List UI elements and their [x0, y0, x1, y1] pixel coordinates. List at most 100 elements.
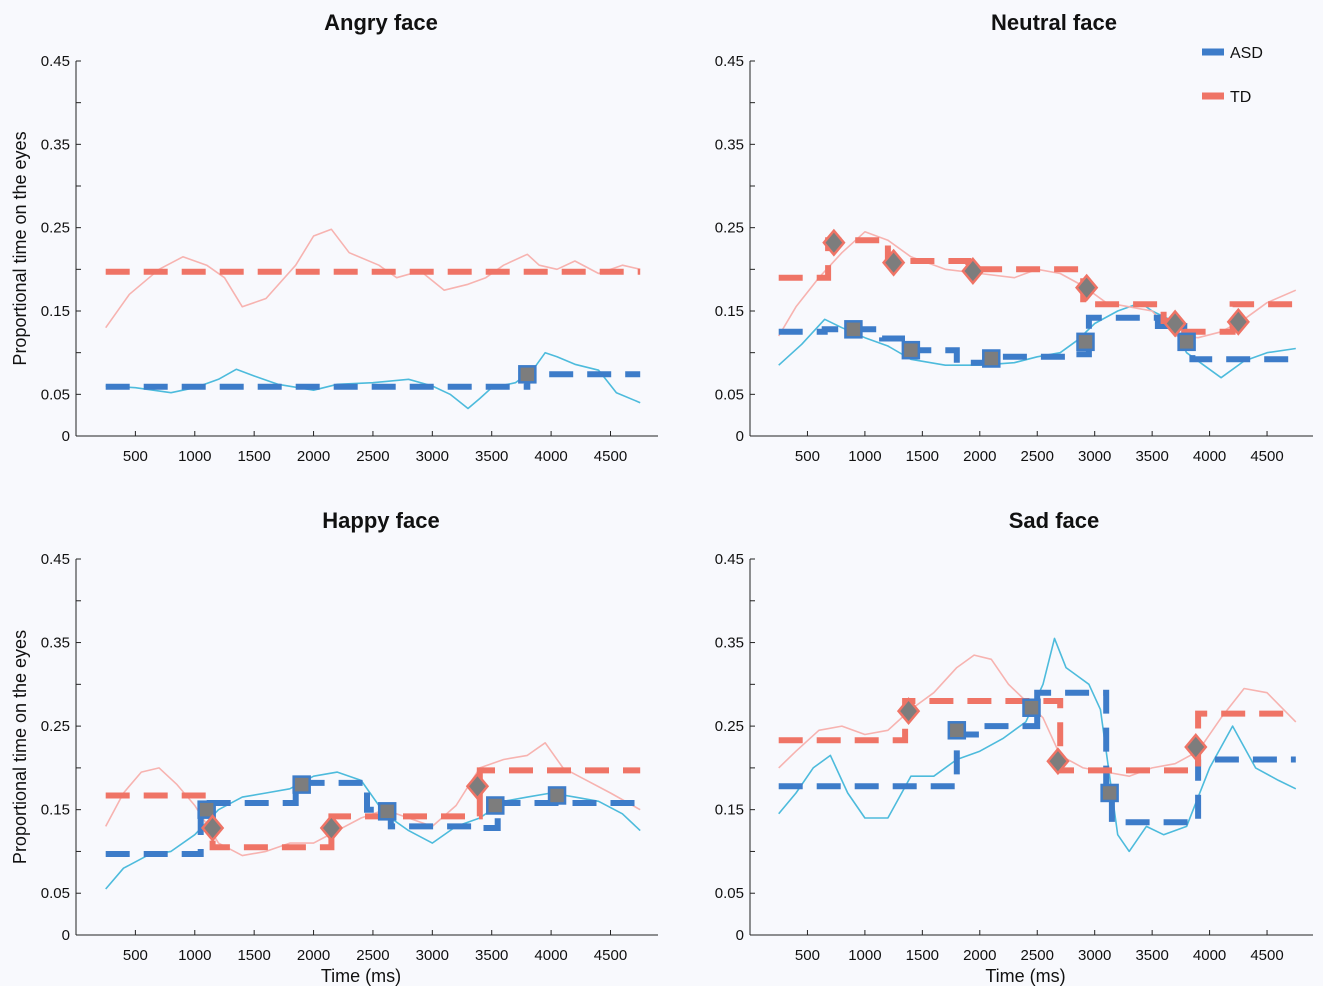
chart-panel: Neutral face 0 0.05 0.15 0.25 0.35 0.45 500 1000… [715, 10, 1313, 465]
x-tick-label: 4500 [594, 947, 627, 964]
x-tick-label: 4500 [1250, 947, 1283, 964]
x-tick-label: 500 [795, 448, 820, 465]
y-tick-label: 0.25 [715, 718, 744, 735]
chart-title: Angry face [324, 10, 438, 35]
x-tick-label: 3000 [416, 448, 449, 465]
y-tick-label: 0.05 [41, 386, 70, 403]
td-diamond-marker [1163, 309, 1187, 338]
td-diamond-marker [1046, 747, 1070, 776]
asd-square-marker [518, 365, 537, 384]
x-tick-label: 3500 [475, 947, 508, 964]
asd-square-marker [844, 320, 863, 339]
x-tick-label: 1000 [178, 947, 211, 964]
asd-square-marker [947, 721, 967, 740]
x-tick-label: 500 [795, 947, 820, 964]
x-tick-label: 500 [123, 947, 148, 964]
legend: ASD TD [1202, 45, 1263, 106]
y-tick-label: 0.45 [41, 53, 70, 70]
td-raw-trace [104, 741, 641, 857]
y-axis-label: Proportional time on the eyes [10, 131, 30, 365]
x-tick-label: 1500 [237, 947, 270, 964]
td-diamond-marker [1075, 273, 1099, 302]
x-tick-label: 4500 [1250, 448, 1283, 465]
y-tick-label: 0.15 [715, 303, 744, 320]
chart-panel: Sad face 0 0.05 0.15 0.25 0.35 0.45 500 1000 1500… [715, 508, 1313, 986]
x-tick-label: 2500 [1021, 947, 1054, 964]
y-tick-label: 0.05 [715, 386, 744, 403]
y-tick-label: 0 [736, 927, 744, 944]
asd-square-marker [1100, 783, 1119, 803]
y-tick-label: 0.05 [715, 885, 744, 902]
x-tick-label: 3500 [1135, 947, 1168, 964]
legend-label-td: TD [1230, 89, 1251, 106]
panels: Angry face 0 0.05 0.15 0.25 0.35 0.45 500 1000 15… [10, 10, 1313, 986]
asd-square-marker [1076, 332, 1095, 352]
y-tick-label: 0.35 [41, 136, 70, 153]
chart-panel: Angry face 0 0.05 0.15 0.25 0.35 0.45 500 1000 15… [10, 10, 658, 465]
y-tick-label: 0.45 [41, 551, 70, 568]
x-tick-label: 1000 [848, 947, 881, 964]
y-tick-label: 0.35 [41, 635, 70, 652]
x-tick-label: 2500 [356, 947, 389, 964]
asd-square-marker [197, 800, 216, 819]
y-axis-label: Proportional time on the eyes [10, 630, 30, 864]
x-tick-label: 1500 [906, 947, 939, 964]
x-tick-label: 3000 [1078, 947, 1111, 964]
x-tick-label: 2000 [297, 448, 330, 465]
td-diamond-marker [200, 814, 225, 843]
x-tick-label: 4000 [534, 448, 567, 465]
chart-title: Happy face [322, 508, 439, 533]
x-axis-label: Time (ms) [321, 966, 401, 986]
y-tick-label: 0.45 [715, 551, 744, 568]
x-tick-label: 2500 [356, 448, 389, 465]
x-tick-label: 1000 [178, 448, 211, 465]
asd-square-marker [901, 340, 921, 360]
x-tick-label: 3000 [416, 947, 449, 964]
y-tick-label: 0.35 [715, 635, 744, 652]
y-tick-label: 0.25 [41, 220, 70, 237]
asd-square-marker [486, 796, 505, 815]
x-tick-label: 3500 [1135, 448, 1168, 465]
x-axis-label: Time (ms) [985, 966, 1065, 986]
x-tick-label: 4000 [1193, 448, 1226, 465]
x-tick-label: 1000 [848, 448, 881, 465]
td-diamond-marker [896, 697, 921, 726]
y-tick-label: 0 [62, 927, 70, 944]
td-diamond-marker [1226, 307, 1250, 336]
x-tick-label: 2000 [963, 448, 996, 465]
y-tick-label: 0.25 [715, 220, 744, 237]
td-diamond-marker [1184, 733, 1208, 761]
x-tick-label: 500 [123, 448, 148, 465]
td-diamond-marker [822, 228, 846, 257]
y-tick-label: 0.25 [41, 718, 70, 735]
x-tick-label: 1500 [906, 448, 939, 465]
y-tick-label: 0 [62, 428, 70, 445]
td-diamond-marker [319, 814, 343, 843]
x-tick-label: 2500 [1021, 448, 1054, 465]
asd-square-marker [292, 775, 311, 794]
y-tick-label: 0.15 [715, 802, 744, 819]
chart-title: Sad face [1009, 508, 1100, 533]
chart-title: Neutral face [991, 10, 1117, 35]
x-tick-label: 2000 [297, 947, 330, 964]
y-tick-label: 0.05 [41, 885, 70, 902]
asd-square-marker [377, 802, 397, 821]
y-tick-label: 0 [736, 428, 744, 445]
asd-square-marker [1177, 332, 1196, 352]
legend-label-asd: ASD [1230, 45, 1263, 62]
y-tick-label: 0.45 [715, 53, 744, 70]
asd-square-marker [547, 786, 567, 805]
x-tick-label: 1500 [237, 448, 270, 465]
y-tick-label: 0.35 [715, 136, 744, 153]
x-tick-label: 2000 [963, 947, 996, 964]
asd-step-line [105, 779, 641, 857]
x-tick-label: 3000 [1078, 448, 1111, 465]
asd-raw-trace [778, 637, 1297, 853]
y-tick-label: 0.15 [41, 303, 70, 320]
y-tick-label: 0.15 [41, 802, 70, 819]
asd-square-marker [1022, 698, 1041, 717]
x-tick-label: 4000 [1193, 947, 1226, 964]
td-diamond-marker [881, 248, 906, 277]
